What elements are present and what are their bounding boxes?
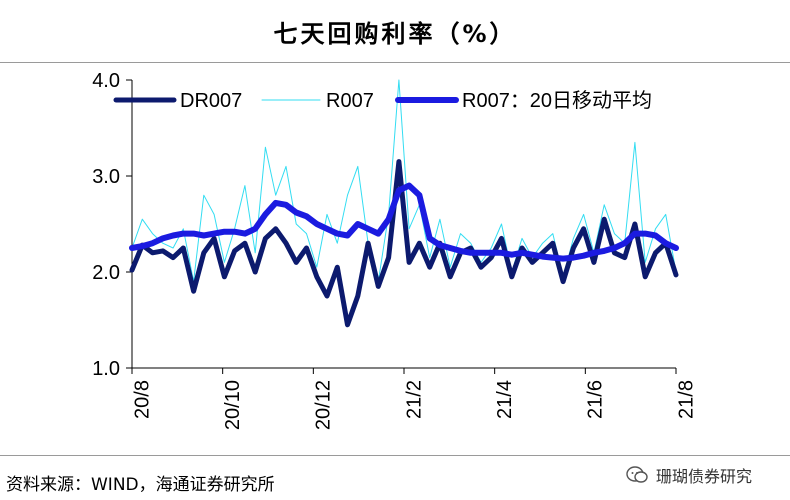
line-chart: 1.0 2.0 3.0 4.0 20/8 20/10 20/12 21/2 21/4 21/6 21… (92, 70, 697, 430)
y-tick-label: 4.0 (92, 70, 120, 92)
legend-label-3: R007：20日移动平均 (462, 89, 652, 112)
legend: DR007 R007 R007：20日移动平均 (113, 89, 652, 112)
source-note: 资料来源：WIND，海通证券研究所 (6, 475, 275, 495)
series-line-2 (131, 79, 677, 283)
series-lines (129, 79, 679, 328)
footer: 资料来源：WIND，海通证券研究所 珊瑚债券研究 (0, 455, 790, 500)
x-tick-label: 21/4 (494, 380, 516, 419)
legend-label-2: R007 (326, 90, 374, 112)
tick-labels: 1.0 2.0 3.0 4.0 20/8 20/10 20/12 21/2 21/4 21/6 21… (92, 70, 697, 430)
series-line-1 (129, 159, 679, 328)
x-tick-label: 20/8 (131, 380, 153, 419)
y-tick-label: 2.0 (92, 262, 120, 284)
x-tick-label: 21/6 (585, 380, 607, 419)
watermark: 珊瑚债券研究 (626, 460, 752, 490)
axes (126, 79, 677, 374)
watermark-text: 珊瑚债券研究 (656, 467, 753, 486)
legend-label-1: DR007 (180, 90, 242, 112)
x-tick-label: 21/2 (403, 380, 425, 419)
x-tick-label: 20/12 (313, 380, 335, 430)
y-tick-label: 1.0 (92, 358, 120, 380)
series-line-3 (129, 182, 679, 262)
chart-title: 七天回购利率（%） (273, 20, 517, 48)
y-tick-label: 3.0 (92, 166, 120, 188)
title-bar: 七天回购利率（%） (0, 0, 790, 63)
x-tick-label: 21/8 (675, 380, 697, 419)
chat-bubble-icon (626, 466, 648, 483)
x-tick-label: 20/10 (222, 380, 244, 430)
